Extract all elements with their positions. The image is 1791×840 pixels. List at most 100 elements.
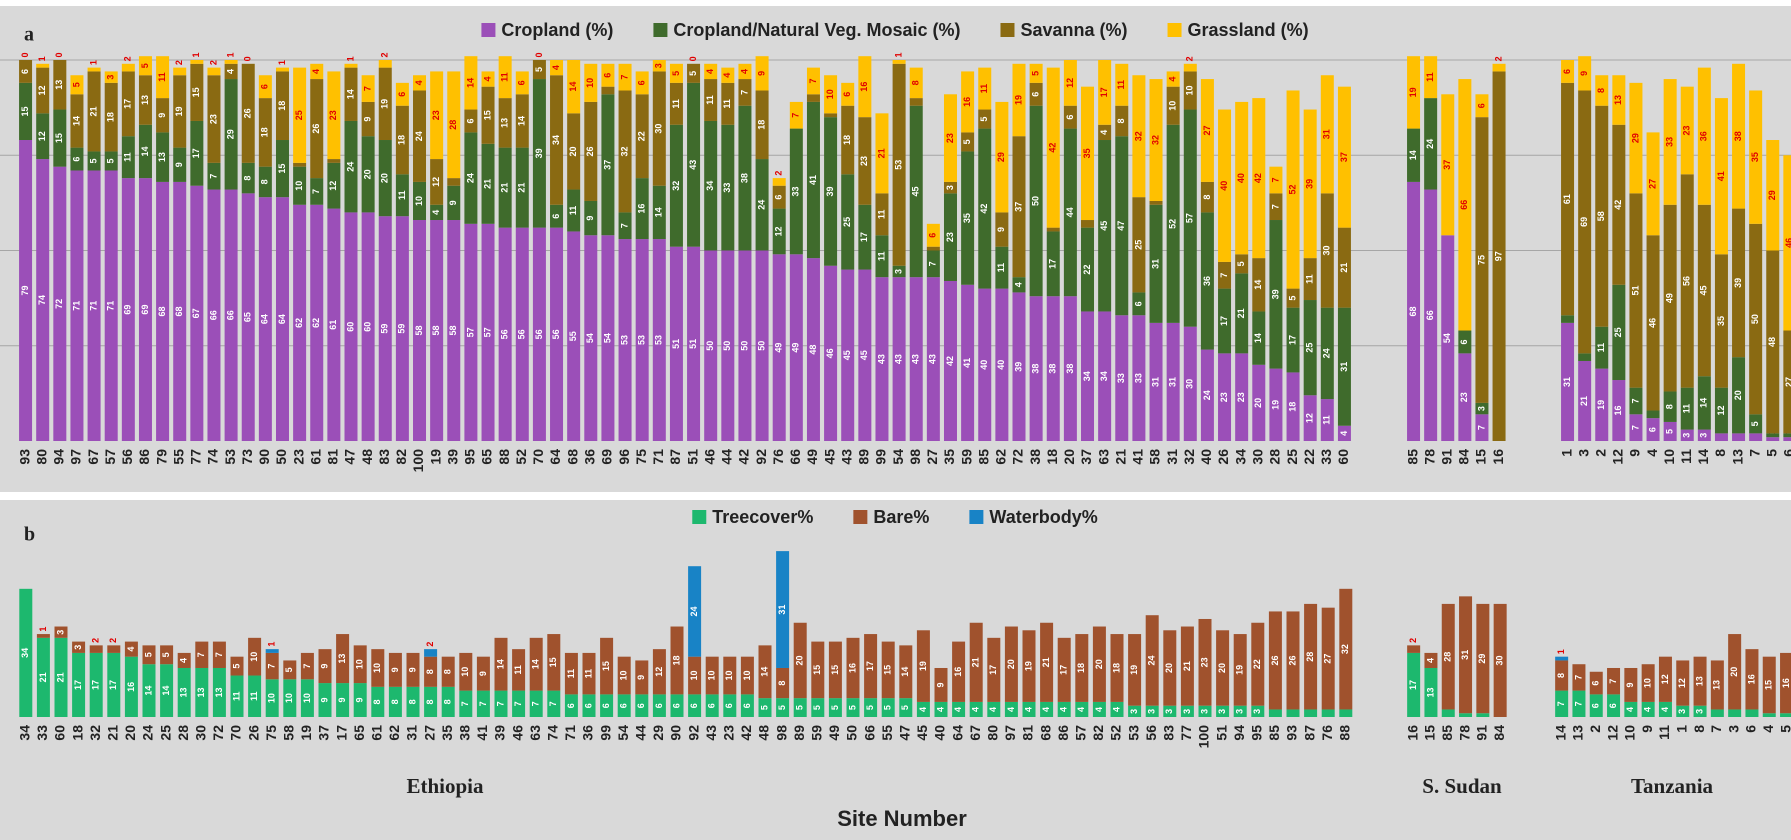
value-label: 14: [345, 89, 355, 99]
x-tick-label: 43: [703, 725, 719, 741]
bar-segment: [283, 679, 297, 717]
bar-segment: [293, 67, 307, 163]
x-tick-label: 95: [462, 449, 478, 465]
bar-segment: [1693, 656, 1707, 706]
value-label: 7: [302, 664, 312, 669]
value-label: 6: [71, 157, 81, 162]
value-label: 13: [196, 687, 206, 697]
bar-segment: [1063, 105, 1077, 129]
bar-segment: [87, 67, 101, 72]
value-label: 14: [1253, 333, 1263, 343]
bar-segment: [498, 56, 512, 99]
bar-segment: [430, 71, 444, 160]
x-tick-label: 4: [1760, 725, 1776, 733]
value-label: 7: [513, 701, 523, 706]
bar-segment: [1098, 140, 1112, 312]
value-label: 20: [380, 173, 390, 183]
bar-segment: [1337, 425, 1351, 441]
bar-segment: [87, 71, 101, 152]
bar-segment: [1303, 300, 1317, 396]
value-label: 6: [619, 703, 629, 708]
bar-segment: [498, 227, 512, 441]
value-label: 54: [1442, 333, 1452, 343]
x-tick-label: 19: [427, 449, 443, 465]
value-label: 3: [1164, 709, 1174, 714]
value-label: 8: [443, 669, 453, 674]
bar-segment: [1749, 90, 1763, 224]
x-tick-label: 34: [17, 725, 33, 741]
bar-segment: [1641, 701, 1655, 717]
value-label: 11: [876, 210, 886, 220]
x-tick-label: 72: [1010, 449, 1026, 465]
value-label: 15: [20, 106, 30, 116]
bar-segment: [864, 698, 878, 717]
x-tick-label: 76: [1319, 725, 1335, 741]
value-label: 12: [37, 131, 47, 141]
x-tick-label: 38: [457, 725, 473, 741]
value-label: 97: [1493, 251, 1503, 261]
value-label: 11: [500, 72, 510, 82]
x-tick-label: 64: [547, 449, 563, 465]
bar-segment: [1029, 105, 1043, 297]
value-label: 24: [414, 131, 424, 141]
x-tick-label: 20: [122, 725, 138, 741]
bar-segment: [1612, 75, 1626, 125]
x-tick-label: 92: [753, 449, 769, 465]
value-label: 2: [208, 60, 218, 65]
value-label: 11: [1425, 72, 1435, 82]
bar-segment: [1098, 124, 1112, 141]
value-label: 32: [1150, 135, 1160, 145]
value-label: 2: [380, 52, 390, 57]
bar-segment: [1612, 284, 1626, 381]
value-label: 39: [825, 186, 835, 196]
value-label: 4: [126, 647, 136, 652]
bar-segment: [1475, 117, 1489, 403]
x-tick-label: 68: [1037, 725, 1053, 741]
x-tick-label: 22: [1301, 449, 1317, 465]
value-label: 47: [1116, 221, 1126, 231]
bar-segment: [1441, 603, 1455, 710]
bar-segment: [327, 71, 341, 160]
bar-segment: [978, 67, 992, 110]
value-label: 16: [1746, 674, 1756, 684]
x-tick-label: 26: [245, 725, 261, 741]
bar-segment: [378, 140, 392, 217]
value-label: 0: [54, 52, 64, 57]
value-label: 40: [1219, 181, 1229, 191]
x-tick-label: 37: [1078, 449, 1094, 465]
bar-segment: [258, 166, 272, 198]
value-label: 48: [808, 345, 818, 355]
bar-segment: [230, 656, 244, 676]
bar-segment: [1646, 132, 1660, 236]
bar-segment: [1749, 433, 1763, 441]
value-label: 43: [928, 354, 938, 364]
x-tick-label: 8: [1691, 725, 1707, 733]
bar-segment: [824, 265, 838, 441]
value-label: 10: [460, 667, 470, 677]
bar-segment: [1132, 197, 1146, 293]
legend-swatch: [969, 510, 984, 524]
bar-segment: [1063, 60, 1077, 106]
value-label: 10: [372, 663, 382, 673]
value-label: 4: [1076, 707, 1086, 712]
bar-segment: [1183, 326, 1197, 441]
value-label: 4: [935, 707, 945, 712]
x-tick-label: 49: [826, 725, 842, 741]
value-label: 30: [1185, 379, 1195, 389]
bar-segment: [1475, 414, 1489, 441]
x-tick-label: 39: [444, 449, 460, 465]
bar-segment: [1166, 86, 1180, 125]
bar-segment: [1132, 292, 1146, 316]
x-tick-label: 34: [1232, 449, 1248, 465]
bar-segment: [1251, 622, 1265, 706]
x-tick-label: 100: [1196, 725, 1212, 749]
value-label: 9: [355, 698, 365, 703]
x-tick-label: 82: [1090, 725, 1106, 741]
bar-segment: [635, 239, 649, 441]
value-label: 6: [1591, 681, 1601, 686]
value-label: 4: [1041, 707, 1051, 712]
bar-segment: [995, 288, 1009, 441]
bar-segment: [1458, 353, 1472, 441]
value-label: 17: [1287, 335, 1297, 345]
value-label: 58: [431, 326, 441, 336]
